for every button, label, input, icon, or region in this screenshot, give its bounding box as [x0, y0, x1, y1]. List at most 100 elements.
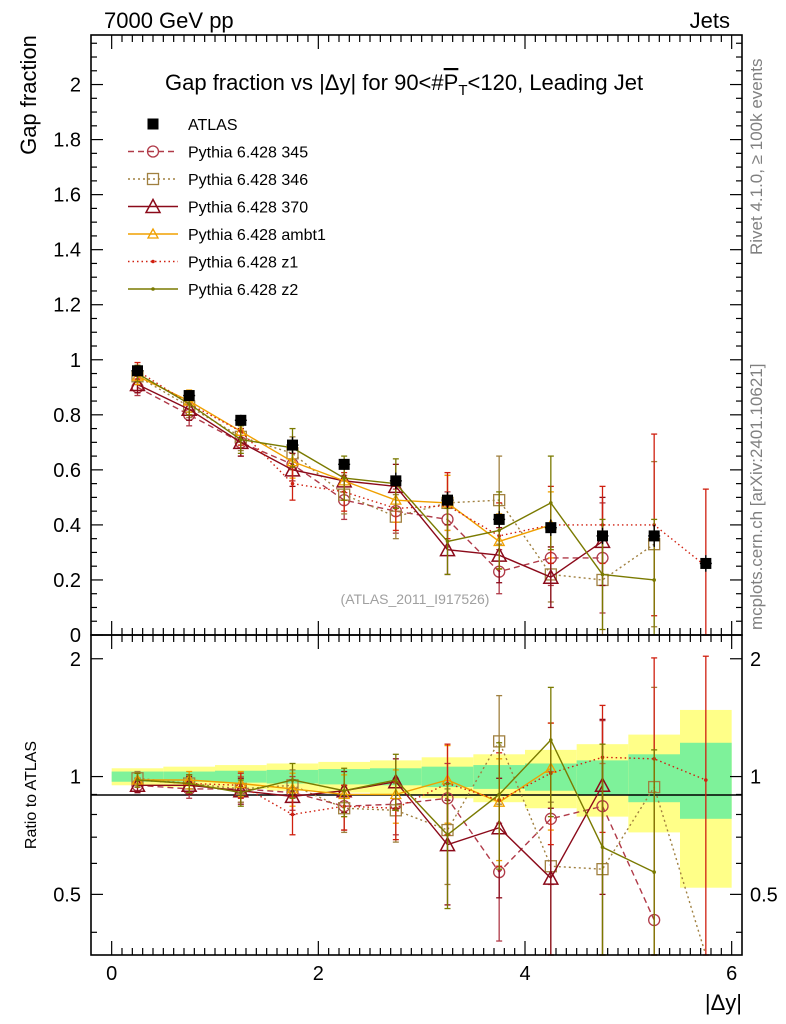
ratio-line-z1 [137, 756, 707, 816]
ratio-y-tick-label-left: 2 [70, 649, 81, 671]
legend-marker-346 [146, 172, 160, 186]
x-tick-label: 4 [519, 963, 530, 985]
ratio-point-z2 [187, 781, 191, 786]
ratio-point-z2 [549, 738, 553, 742]
ratio-series-z2 [134, 686, 658, 956]
main-point-ATLAS [132, 365, 143, 377]
legend-marker-370 [144, 197, 162, 214]
legend: ATLAS Pythia 6.428 345 Pythia 6.428 346 Pyt… [128, 117, 326, 299]
ratio-point-370 [542, 869, 560, 885]
legend-marker-ATLAS [147, 118, 159, 130]
plot-title: Gap fraction vs |Δy| for 90<#PT<120, Lea… [165, 70, 643, 99]
ratio-point-z2 [600, 845, 605, 849]
legend-label-z2: Pythia 6.428 z2 [188, 282, 298, 299]
main-point-z2 [549, 501, 553, 505]
main-line-370 [137, 383, 603, 578]
category-label: Jets [690, 8, 730, 33]
x-tick-label: 0 [106, 963, 117, 985]
energy-label: 7000 GeV pp [104, 8, 234, 33]
ratio-plot-frame [90, 634, 743, 956]
legend-label-z1: Pythia 6.428 z1 [188, 255, 298, 272]
main-point-z2 [652, 578, 656, 582]
main-y-tick-label: 1.4 [53, 240, 81, 262]
ratio-plot-panel: 0.5 0.5 1 1 2 2 0 2 4 6 Ratio to ATLAS |Δy| [23, 634, 778, 1015]
legend-entry-370: Pythia 6.428 370 [128, 197, 308, 217]
legend-entry-346: Pythia 6.428 346 [128, 172, 308, 189]
ratio-point-z1 [704, 778, 708, 782]
main-line-z1 [137, 370, 707, 567]
main-y-tick-label: 1.2 [53, 295, 81, 317]
x-tick-label: 2 [313, 963, 324, 985]
legend-marker-345 [146, 145, 160, 158]
main-plot-marks [129, 361, 712, 636]
main-y-tick-label: 0.6 [53, 460, 81, 482]
legend-entry-345: Pythia 6.428 345 [128, 145, 308, 162]
ratio-y-tick-label-right: 0.5 [750, 884, 778, 906]
main-plot-ticks: 0 0.2 0.4 0.6 0.8 1 1.2 1.4 1.6 1.8 2 [53, 35, 742, 647]
legend-label-346: Pythia 6.428 346 [188, 172, 308, 189]
ratio-y-tick-label-left: 0.5 [53, 884, 81, 906]
mcplots-label: mcplots.cern.ch [arXiv:2401.10621] [747, 364, 766, 630]
ratio-y-tick-label-right: 2 [750, 649, 761, 671]
ratio-point-z1 [290, 812, 295, 817]
plot-title-t: T [458, 82, 467, 99]
ratio-y-tick-label-right: 1 [750, 767, 761, 789]
legend-entry-z1: Pythia 6.428 z1 [128, 255, 298, 272]
legend-label-370: Pythia 6.428 370 [188, 200, 308, 217]
x-axis-label: |Δy| [705, 990, 742, 1015]
main-point-ATLAS [183, 390, 195, 402]
plot-title-part-a: Gap fraction vs |Δy| for 90<# [165, 70, 444, 95]
ratio-point-z2 [394, 778, 398, 782]
main-point-ATLAS [545, 522, 557, 534]
ratio-uncertainty-bands [111, 709, 732, 888]
main-y-tick-label: 0 [70, 625, 81, 647]
main-point-z2 [445, 539, 450, 544]
ratio-point-z2 [652, 870, 656, 874]
ratio-point-z2 [497, 792, 501, 797]
main-y-tick-label: 1.6 [53, 185, 81, 207]
ratio-point-370 [129, 776, 146, 793]
plot-title-p: P [444, 70, 459, 95]
legend-marker-z2 [151, 287, 155, 291]
ratio-point-z2 [445, 832, 450, 837]
legend-marker-ambt1 [146, 227, 160, 239]
plot-title-part-b: <120, Leading Jet [468, 70, 644, 95]
main-point-ATLAS [390, 475, 402, 487]
ratio-point-z2 [342, 788, 346, 793]
main-point-ATLAS [442, 494, 453, 506]
ratio-point-z2 [239, 790, 243, 795]
main-y-tick-label: 0.4 [53, 515, 81, 537]
main-point-370 [542, 568, 560, 584]
main-series-370 [129, 375, 611, 609]
main-y-axis-label: Gap fraction [16, 35, 41, 155]
legend-label-345: Pythia 6.428 345 [188, 145, 308, 162]
main-y-tick-label: 0.2 [53, 570, 81, 592]
main-point-ATLAS [287, 439, 298, 451]
main-point-z2 [342, 476, 346, 480]
main-point-ATLAS [648, 530, 660, 542]
legend-entry-z2: Pythia 6.428 z2 [128, 282, 298, 299]
ratio-plot-marks [129, 655, 709, 956]
legend-entry-ATLAS: ATLAS [147, 117, 238, 134]
main-y-tick-label: 2 [70, 75, 81, 97]
main-point-370 [129, 375, 146, 392]
analysis-watermark: (ATLAS_2011_I917526) [341, 591, 490, 607]
main-plot-panel: 0 0.2 0.4 0.6 0.8 1 1.2 1.4 1.6 1.8 2 Gap fraction… [16, 34, 743, 647]
main-point-z2 [600, 572, 605, 577]
ratio-line-346 [137, 739, 707, 956]
ratio-point-z2 [290, 778, 295, 782]
main-y-tick-label: 1.8 [53, 130, 81, 152]
rivet-label: Rivet 4.1.0, ≥ 100k events [747, 59, 766, 255]
main-point-ATLAS [338, 458, 350, 470]
legend-entry-ambt1: Pythia 6.428 ambt1 [128, 227, 326, 244]
main-point-z2 [497, 528, 501, 533]
main-y-tick-label: 1 [70, 350, 81, 372]
main-point-z2 [187, 402, 191, 406]
ratio-y-axis-label: Ratio to ATLAS [23, 741, 40, 849]
ratio-y-tick-label-left: 1 [70, 767, 81, 789]
ratio-series-346 [131, 686, 707, 956]
legend-label-ambt1: Pythia 6.428 ambt1 [188, 227, 326, 244]
main-line-345 [137, 386, 603, 573]
main-point-ATLAS [235, 414, 247, 426]
